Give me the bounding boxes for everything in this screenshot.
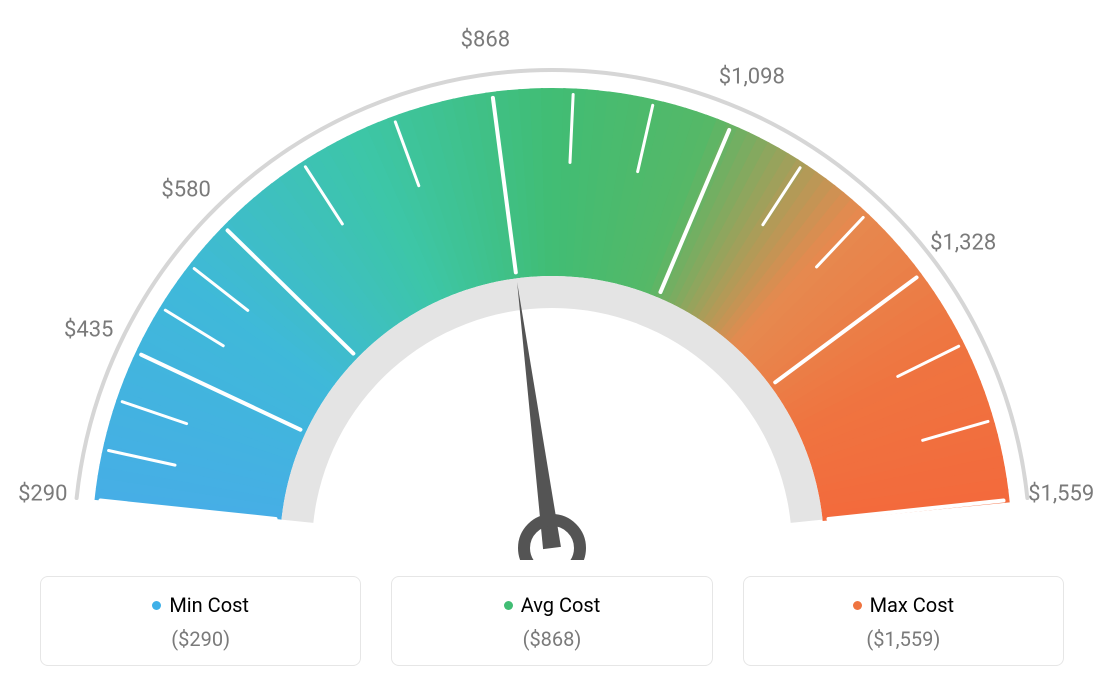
gauge-svg <box>0 0 1104 560</box>
gauge-tick-label: $1,098 <box>719 64 785 89</box>
gauge-tick-label: $1,328 <box>930 230 996 255</box>
legend-label-max: Max Cost <box>870 593 955 617</box>
legend-card-min: Min Cost ($290) <box>40 576 361 666</box>
legend-card-max: Max Cost ($1,559) <box>743 576 1064 666</box>
legend-dot-max <box>853 601 862 610</box>
legend-dot-avg <box>504 601 513 610</box>
gauge-tick-label: $868 <box>461 28 510 53</box>
legend-value-max: ($1,559) <box>754 627 1053 651</box>
legend-label-min: Min Cost <box>169 593 249 617</box>
gauge-tick-label: $290 <box>18 482 67 507</box>
legend-title-max: Max Cost <box>853 593 955 617</box>
legend-title-min: Min Cost <box>152 593 249 617</box>
legend-dot-min <box>152 601 161 610</box>
legend-value-avg: ($868) <box>402 627 701 651</box>
gauge-tick-label: $1,559 <box>1028 482 1094 507</box>
legend-title-avg: Avg Cost <box>504 593 601 617</box>
legend-value-min: ($290) <box>51 627 350 651</box>
legend-label-avg: Avg Cost <box>521 593 601 617</box>
legend-card-avg: Avg Cost ($868) <box>391 576 712 666</box>
legend-row: Min Cost ($290) Avg Cost ($868) Max Cost… <box>40 576 1064 666</box>
gauge-tick-label: $580 <box>161 177 210 202</box>
gauge-tick-label: $435 <box>64 318 113 343</box>
gauge-chart: $290 $435 $580 $868 $1,098 $1,328 $1,559 <box>0 0 1104 560</box>
